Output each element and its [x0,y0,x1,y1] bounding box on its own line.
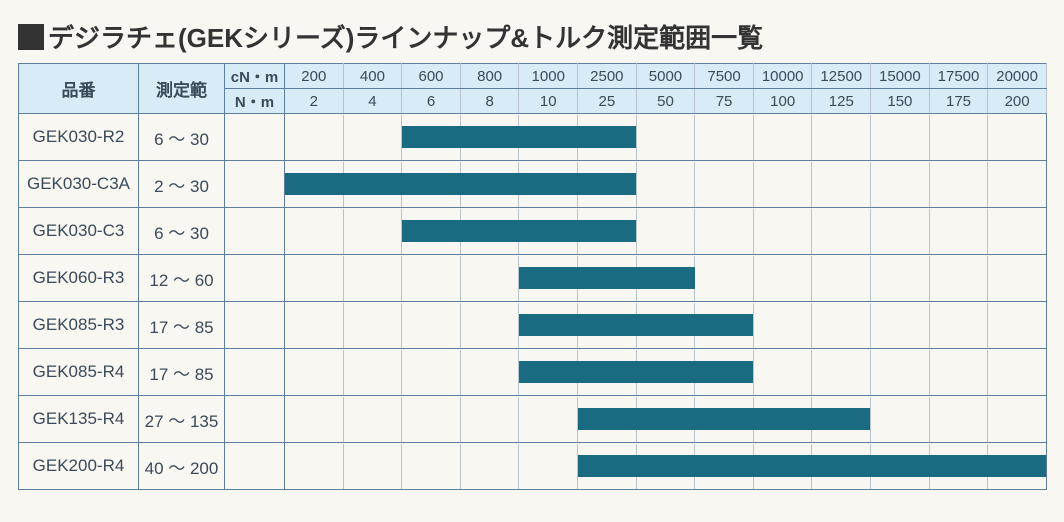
bar-cell [285,302,1047,349]
bar-cell [285,349,1047,396]
scale-top-4: 1000 [519,64,578,89]
torque-table: 品番測定範cN・m2004006008001000250050007500100… [18,63,1047,490]
scale-bottom-6: 50 [636,89,695,114]
bar-cell [285,443,1047,490]
unit-spacer [225,161,285,208]
torque-bar [519,267,695,289]
unit-spacer [225,302,285,349]
scale-top-12: 20000 [988,64,1047,89]
scale-bottom-4: 10 [519,89,578,114]
scale-bottom-5: 25 [578,89,637,114]
title-square-icon [18,24,44,50]
scale-bottom-9: 125 [812,89,871,114]
torque-bar [578,408,871,430]
bar-cell [285,255,1047,302]
unit-spacer [225,208,285,255]
table-row: GEK135-R427 ～ 135 [19,396,1047,443]
torque-bar [402,126,636,148]
scale-top-10: 15000 [871,64,930,89]
product-cell: GEK085-R4 [19,349,139,396]
range-cell: 2 ～ 30 [139,161,225,208]
unit-spacer [225,255,285,302]
unit-spacer [225,114,285,161]
scale-top-8: 10000 [753,64,812,89]
scale-bottom-2: 6 [402,89,461,114]
scale-top-1: 400 [343,64,402,89]
torque-bar [402,220,636,242]
table-row: GEK060-R312 ～ 60 [19,255,1047,302]
torque-bar [519,314,753,336]
title-text: デジラチェ(GEKシリーズ)ラインナップ&トルク測定範囲一覧 [48,18,763,55]
range-cell: 6 ～ 30 [139,208,225,255]
table-row: GEK030-C36 ～ 30 [19,208,1047,255]
range-cell: 6 ～ 30 [139,114,225,161]
col-product-header: 品番 [19,64,139,114]
scale-top-0: 200 [285,64,344,89]
product-cell: GEK030-C3 [19,208,139,255]
scale-bottom-12: 200 [988,89,1047,114]
table-row: GEK200-R440 ～ 200 [19,443,1047,490]
unit-spacer [225,396,285,443]
unit-cnm: cN・m [225,64,285,89]
product-cell: GEK135-R4 [19,396,139,443]
product-cell: GEK085-R3 [19,302,139,349]
scale-top-6: 5000 [636,64,695,89]
range-cell: 40 ～ 200 [139,443,225,490]
scale-top-7: 7500 [695,64,754,89]
scale-bottom-0: 2 [285,89,344,114]
bar-cell [285,114,1047,161]
table-row: GEK030-R26 ～ 30 [19,114,1047,161]
scale-bottom-11: 175 [929,89,988,114]
unit-spacer [225,349,285,396]
table-row: GEK030-C3A2 ～ 30 [19,161,1047,208]
scale-bottom-8: 100 [753,89,812,114]
range-cell: 17 ～ 85 [139,349,225,396]
bar-cell [285,161,1047,208]
page-title: デジラチェ(GEKシリーズ)ラインナップ&トルク測定範囲一覧 [18,18,1046,55]
torque-bar [285,173,636,195]
scale-bottom-3: 8 [460,89,519,114]
range-cell: 27 ～ 135 [139,396,225,443]
range-cell: 12 ～ 60 [139,255,225,302]
product-cell: GEK030-R2 [19,114,139,161]
scale-top-2: 600 [402,64,461,89]
bar-cell [285,396,1047,443]
scale-bottom-7: 75 [695,89,754,114]
col-range-header: 測定範 [139,64,225,114]
scale-bottom-10: 150 [871,89,930,114]
scale-top-11: 17500 [929,64,988,89]
range-cell: 17 ～ 85 [139,302,225,349]
scale-bottom-1: 4 [343,89,402,114]
scale-top-9: 12500 [812,64,871,89]
product-cell: GEK200-R4 [19,443,139,490]
product-cell: GEK060-R3 [19,255,139,302]
table-row: GEK085-R317 ～ 85 [19,302,1047,349]
bar-cell [285,208,1047,255]
table-row: GEK085-R417 ～ 85 [19,349,1047,396]
unit-nm: N・m [225,89,285,114]
product-cell: GEK030-C3A [19,161,139,208]
torque-bar [578,455,1046,477]
scale-top-3: 800 [460,64,519,89]
scale-top-5: 2500 [578,64,637,89]
unit-spacer [225,443,285,490]
torque-bar [519,361,753,383]
